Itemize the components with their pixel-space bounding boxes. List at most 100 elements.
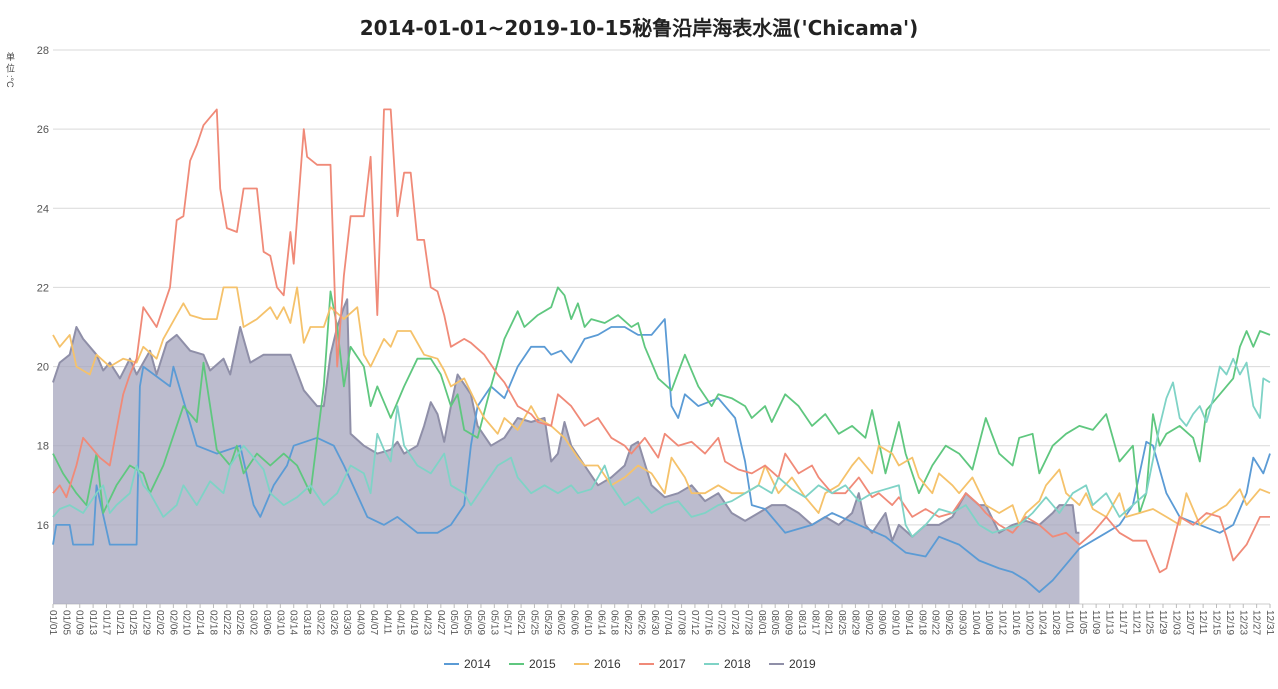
series-line-2014 (52, 318, 1271, 593)
x-tick-label: 01/05 (60, 610, 71, 635)
x-tick-label: 10/28 (1050, 610, 1061, 635)
x-tick-label: 06/14 (595, 610, 606, 635)
legend-item-2016[interactable]: 2016 (574, 657, 621, 671)
x-tick-label: 11/29 (1157, 610, 1168, 635)
x-tick-label: 01/21 (114, 610, 125, 635)
x-tick-label: 06/22 (622, 610, 633, 635)
x-tick-label: 06/10 (582, 610, 593, 635)
x-tick-label: 04/15 (395, 610, 406, 635)
x-tick-label: 03/14 (288, 610, 299, 635)
x-tick-label: 03/02 (248, 610, 259, 635)
x-tick-label: 06/06 (569, 610, 580, 635)
legend-item-2014[interactable]: 2014 (444, 657, 491, 671)
y-tick-label: 26 (37, 124, 49, 136)
x-tick-label: 09/02 (863, 610, 874, 635)
legend-item-2017[interactable]: 2017 (639, 657, 686, 671)
x-tick-label: 08/05 (769, 610, 780, 635)
series-area-2019 (53, 299, 1080, 604)
x-tick-label: 01/25 (127, 610, 138, 635)
x-tick-label: 08/01 (756, 610, 767, 635)
x-tick-label: 05/01 (448, 610, 459, 635)
x-tick-label: 09/14 (903, 610, 914, 635)
x-tick-label: 06/26 (635, 610, 646, 635)
x-tick-label: 08/25 (836, 610, 847, 635)
x-tick-label: 10/12 (997, 610, 1008, 635)
y-tick-label: 20 (37, 362, 49, 374)
x-tick-label: 05/29 (542, 610, 553, 635)
x-tick-label: 08/09 (783, 610, 794, 635)
x-tick-label: 04/27 (435, 610, 446, 635)
x-tick-label: 12/03 (1170, 610, 1181, 635)
series-layer (52, 108, 1271, 604)
legend-label: 2015 (529, 657, 556, 671)
x-tick-label: 01/17 (100, 610, 111, 635)
x-tick-label: 10/24 (1037, 610, 1048, 635)
x-axis-ticks: 01/01 01/05 01/09 01/13 01/17 01/21 01/25 01/29… (47, 604, 1275, 635)
x-tick-label: 02/22 (221, 610, 232, 635)
legend-item-2015[interactable]: 2015 (509, 657, 556, 671)
legend-item-2019[interactable]: 2019 (769, 657, 816, 671)
x-tick-label: 02/02 (154, 610, 165, 635)
x-tick-label: 04/23 (421, 610, 432, 635)
x-tick-label: 10/04 (970, 610, 981, 635)
y-axis-ticks: 16 18 20 22 24 26 28 (37, 45, 49, 532)
x-tick-label: 07/12 (689, 610, 700, 635)
x-tick-label: 08/29 (849, 610, 860, 635)
x-tick-label: 04/07 (368, 610, 379, 635)
x-tick-label: 06/18 (609, 610, 620, 635)
x-tick-label: 03/30 (341, 610, 352, 635)
legend-label: 2014 (464, 657, 491, 671)
series-line-2015 (52, 286, 1271, 514)
x-tick-label: 02/10 (181, 610, 192, 635)
x-tick-label: 10/16 (1010, 610, 1021, 635)
y-tick-label: 22 (37, 282, 49, 294)
chart-title: 2014-01-01~2019-10-15秘鲁沿岸海表水温('Chicama') (360, 16, 919, 40)
x-tick-label: 09/10 (890, 610, 901, 635)
x-tick-label: 07/16 (702, 610, 713, 635)
x-tick-label: 11/09 (1090, 610, 1101, 635)
x-tick-label: 12/23 (1237, 610, 1248, 635)
x-tick-label: 02/14 (194, 610, 205, 635)
x-tick-label: 02/06 (167, 610, 178, 635)
x-tick-label: 08/17 (809, 610, 820, 635)
x-tick-label: 07/04 (662, 610, 673, 635)
x-tick-label: 09/30 (956, 610, 967, 635)
x-tick-label: 03/06 (261, 610, 272, 635)
x-tick-label: 07/24 (729, 610, 740, 635)
x-tick-label: 03/22 (314, 610, 325, 635)
legend[interactable]: 2014 2015 2016 2017 2018 2019 (444, 657, 816, 671)
x-tick-label: 12/15 (1211, 610, 1222, 635)
y-tick-label: 28 (37, 45, 49, 57)
x-tick-label: 05/25 (528, 610, 539, 635)
x-tick-label: 11/01 (1063, 610, 1074, 635)
x-tick-label: 12/31 (1264, 610, 1275, 635)
x-tick-label: 05/17 (502, 610, 513, 635)
x-tick-label: 07/28 (742, 610, 753, 635)
x-tick-label: 05/05 (462, 610, 473, 635)
y-tick-label: 16 (37, 520, 49, 532)
x-tick-label: 11/17 (1117, 610, 1128, 635)
x-tick-label: 12/27 (1251, 610, 1262, 635)
x-tick-label: 03/18 (301, 610, 312, 635)
legend-label: 2018 (724, 657, 751, 671)
x-tick-label: 12/19 (1224, 610, 1235, 635)
x-tick-label: 08/21 (823, 610, 834, 635)
x-tick-label: 01/09 (74, 610, 85, 635)
legend-item-2018[interactable]: 2018 (704, 657, 751, 671)
x-tick-label: 11/25 (1144, 610, 1155, 635)
y-tick-label: 18 (37, 441, 49, 453)
series-line-2019 (52, 298, 1080, 542)
x-tick-label: 08/13 (796, 610, 807, 635)
x-tick-label: 09/18 (916, 610, 927, 635)
x-tick-label: 01/29 (141, 610, 152, 635)
x-tick-label: 11/05 (1077, 610, 1088, 635)
x-tick-label: 10/08 (983, 610, 994, 635)
x-tick-label: 05/13 (488, 610, 499, 635)
x-tick-label: 09/26 (943, 610, 954, 635)
x-tick-label: 02/18 (207, 610, 218, 635)
x-tick-label: 11/13 (1104, 610, 1115, 635)
legend-label: 2017 (659, 657, 686, 671)
legend-label: 2016 (594, 657, 621, 671)
x-tick-label: 01/01 (47, 610, 58, 635)
